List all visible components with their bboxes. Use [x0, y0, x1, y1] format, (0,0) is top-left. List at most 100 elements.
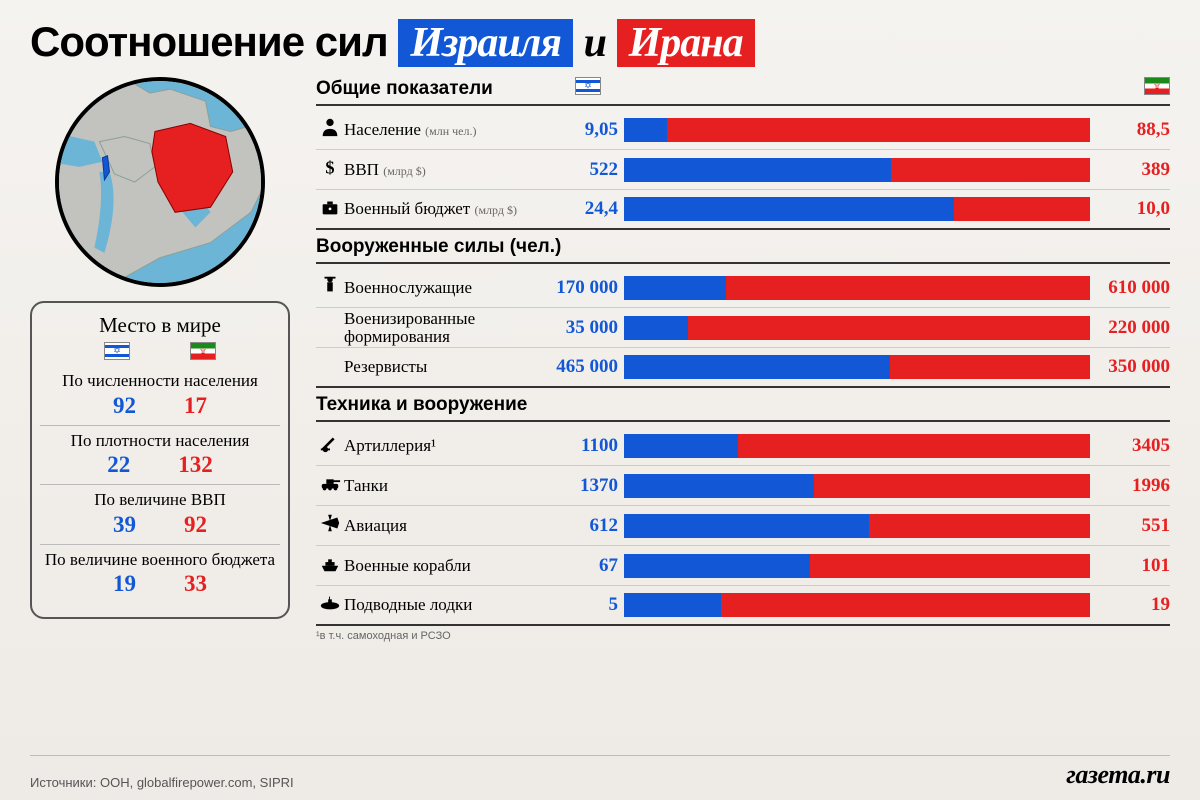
section-title: Вооруженные силы (чел.) [316, 236, 1170, 258]
rank-value-israel: 92 [113, 393, 136, 419]
comparison-bar [624, 554, 1090, 578]
row-label: Авиация [344, 517, 544, 535]
ship-icon [316, 552, 344, 579]
data-row: Резервисты465 000 350 000 [316, 348, 1170, 388]
bar-israel [624, 355, 890, 379]
data-row: Военизированные формирования35 000220 00… [316, 308, 1170, 348]
row-label: Артиллерия¹ [344, 437, 544, 455]
data-row: $ВВП (млрд $)522389 [316, 150, 1170, 190]
bar-israel [624, 514, 869, 538]
bar-israel [624, 474, 814, 498]
bar-iran [738, 434, 1090, 458]
rank-values: 39 92 [40, 512, 280, 538]
data-row: Военные корабли67 101 [316, 546, 1170, 586]
section-title: Общие показатели [316, 78, 544, 100]
bar-iran [869, 514, 1090, 538]
dollar-icon: $ [316, 156, 344, 183]
comparison-bar [624, 593, 1090, 617]
comparison-bar [624, 474, 1090, 498]
value-israel: 9,05 [544, 119, 624, 141]
right-column: Общие показатели ✡ ۩ Население (млн чел.)9,… [316, 77, 1170, 642]
data-row: Военнослужащие170 000 610 000 [316, 268, 1170, 308]
data-row: Население (млн чел.)9,05 88,5 [316, 110, 1170, 150]
bar-israel [624, 554, 810, 578]
value-iran: 88,5 [1090, 119, 1170, 141]
rank-label: По величине военного бюджета [40, 550, 280, 570]
rank-item: По плотности населения22132 [40, 425, 280, 485]
bar-iran [954, 197, 1090, 221]
bar-iran [726, 276, 1090, 300]
bar-iran [814, 474, 1090, 498]
rank-value-israel: 39 [113, 512, 136, 538]
jet-icon [316, 512, 344, 539]
left-column: Место в мире ✡ ۩ По численности населени… [30, 77, 290, 642]
value-iran: 389 [1090, 159, 1170, 181]
rank-value-iran: 92 [184, 512, 207, 538]
globe-map [55, 77, 265, 287]
comparison-bar [624, 118, 1090, 142]
rank-item: По величине военного бюджета1933 [40, 544, 280, 604]
soldier-icon [316, 274, 344, 301]
title-prefix: Соотношение сил [30, 18, 388, 65]
sub-icon [316, 592, 344, 619]
bar-israel [624, 316, 688, 340]
row-label: Военные корабли [344, 557, 544, 575]
section-header: Общие показатели ✡ ۩ [316, 77, 1170, 106]
value-iran: 10,0 [1090, 198, 1170, 220]
value-israel: 1370 [544, 475, 624, 497]
page-title: Соотношение сил Израиля и Ирана [30, 18, 1170, 67]
rank-values: 1933 [40, 571, 280, 597]
footnote: ¹в т.ч. самоходная и РСЗО [316, 630, 1170, 642]
value-israel: 5 [544, 594, 624, 616]
title-iran-box: Ирана [617, 19, 755, 67]
rank-values: 22132 [40, 452, 280, 478]
data-row: Подводные лодки519 [316, 586, 1170, 626]
value-iran: 101 [1090, 555, 1170, 577]
value-iran: 220 000 [1090, 317, 1170, 339]
value-iran: 610 000 [1090, 277, 1170, 299]
row-label: Военнослужащие [344, 279, 544, 297]
value-iran: 350 000 [1090, 356, 1170, 378]
bar-iran [891, 158, 1090, 182]
rank-value-iran: 33 [184, 571, 207, 597]
bar-israel [624, 593, 721, 617]
data-row: Авиация612551 [316, 506, 1170, 546]
israel-flag-icon: ✡ [104, 342, 130, 360]
value-israel: 465 000 [544, 356, 624, 378]
data-row: Военный бюджет (млрд $)24,410,0 [316, 190, 1170, 230]
svg-text:$: $ [325, 157, 334, 177]
section-header: Техника и вооружение [316, 394, 1170, 422]
value-israel: 1100 [544, 435, 624, 457]
iran-flag-icon: ۩ [1144, 77, 1170, 95]
world-rank-box: Место в мире ✡ ۩ По численности населени… [30, 301, 290, 619]
footer: Источники: ООН, globalfirepower.com, SIP… [30, 755, 1170, 790]
value-israel: 522 [544, 159, 624, 181]
bar-iran [810, 554, 1090, 578]
comparison-bar [624, 197, 1090, 221]
bar-israel [624, 158, 891, 182]
value-israel: 170 000 [544, 277, 624, 299]
value-israel: 612 [544, 515, 624, 537]
title-and: и [584, 20, 606, 66]
row-label: Военизированные формирования [344, 310, 544, 346]
rank-value-iran: 132 [178, 452, 213, 478]
artillery-icon [316, 432, 344, 459]
row-label: Резервисты [344, 358, 544, 376]
rank-label: По величине ВВП [40, 490, 280, 510]
israel-flag-icon: ✡ [575, 77, 601, 95]
rank-item: По численности населения9217 [40, 366, 280, 425]
row-label: Население (млн чел.) [344, 121, 544, 139]
rank-item: По величине ВВП39 92 [40, 484, 280, 544]
brand-logo: газета.ru [1066, 760, 1170, 790]
rank-flag-row: ✡ ۩ [40, 342, 280, 360]
row-label: Подводные лодки [344, 596, 544, 614]
bar-israel [624, 434, 738, 458]
rank-title: Место в мире [40, 313, 280, 338]
bar-iran [721, 593, 1090, 617]
person-icon [316, 116, 344, 143]
value-israel: 67 [544, 555, 624, 577]
rank-value-iran: 17 [184, 393, 207, 419]
comparison-bar [624, 158, 1090, 182]
bar-israel [624, 197, 954, 221]
comparison-bar [624, 514, 1090, 538]
